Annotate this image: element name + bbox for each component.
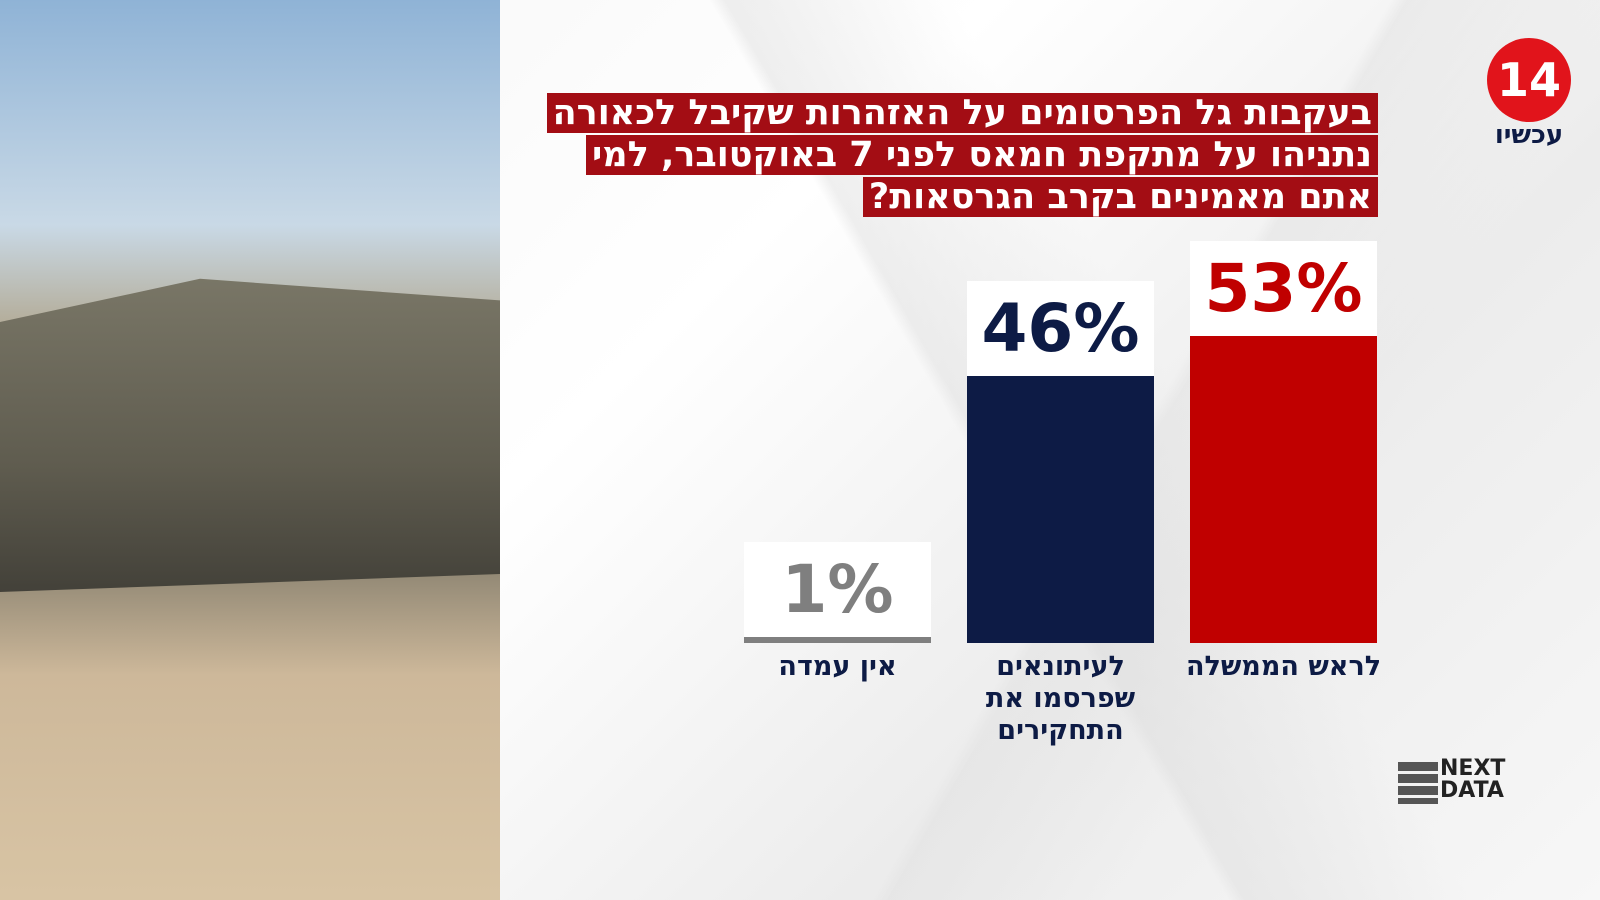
chart-title: בעקבות גל הפרסומים על האזהרות שקיבל לכאו… bbox=[546, 93, 1378, 217]
value-label: 46% bbox=[967, 281, 1154, 377]
source-line: DATA bbox=[1440, 778, 1504, 803]
logo-number: 14 bbox=[1487, 38, 1571, 122]
value-label: 1% bbox=[744, 542, 931, 638]
category-label: לעיתונאים שפרסמו את התחקירים bbox=[985, 651, 1136, 746]
photo-detail bbox=[0, 278, 500, 592]
bar bbox=[1190, 335, 1377, 643]
chart-title-wrap: בעקבות גל הפרסומים על האזהרות שקיבל לכאו… bbox=[518, 92, 1378, 218]
value-label: 53% bbox=[1190, 240, 1377, 336]
bar bbox=[967, 376, 1154, 643]
logo-name: עכשיו bbox=[1494, 120, 1564, 150]
category-label: לראש הממשלה bbox=[1185, 651, 1382, 682]
category-label: אין עמדה bbox=[778, 651, 897, 682]
photo bbox=[0, 0, 500, 900]
bar bbox=[744, 637, 931, 643]
source-line: NEXT bbox=[1440, 756, 1506, 781]
source-icon bbox=[1398, 762, 1438, 804]
source-logo: NEXT DATA bbox=[1440, 758, 1510, 802]
